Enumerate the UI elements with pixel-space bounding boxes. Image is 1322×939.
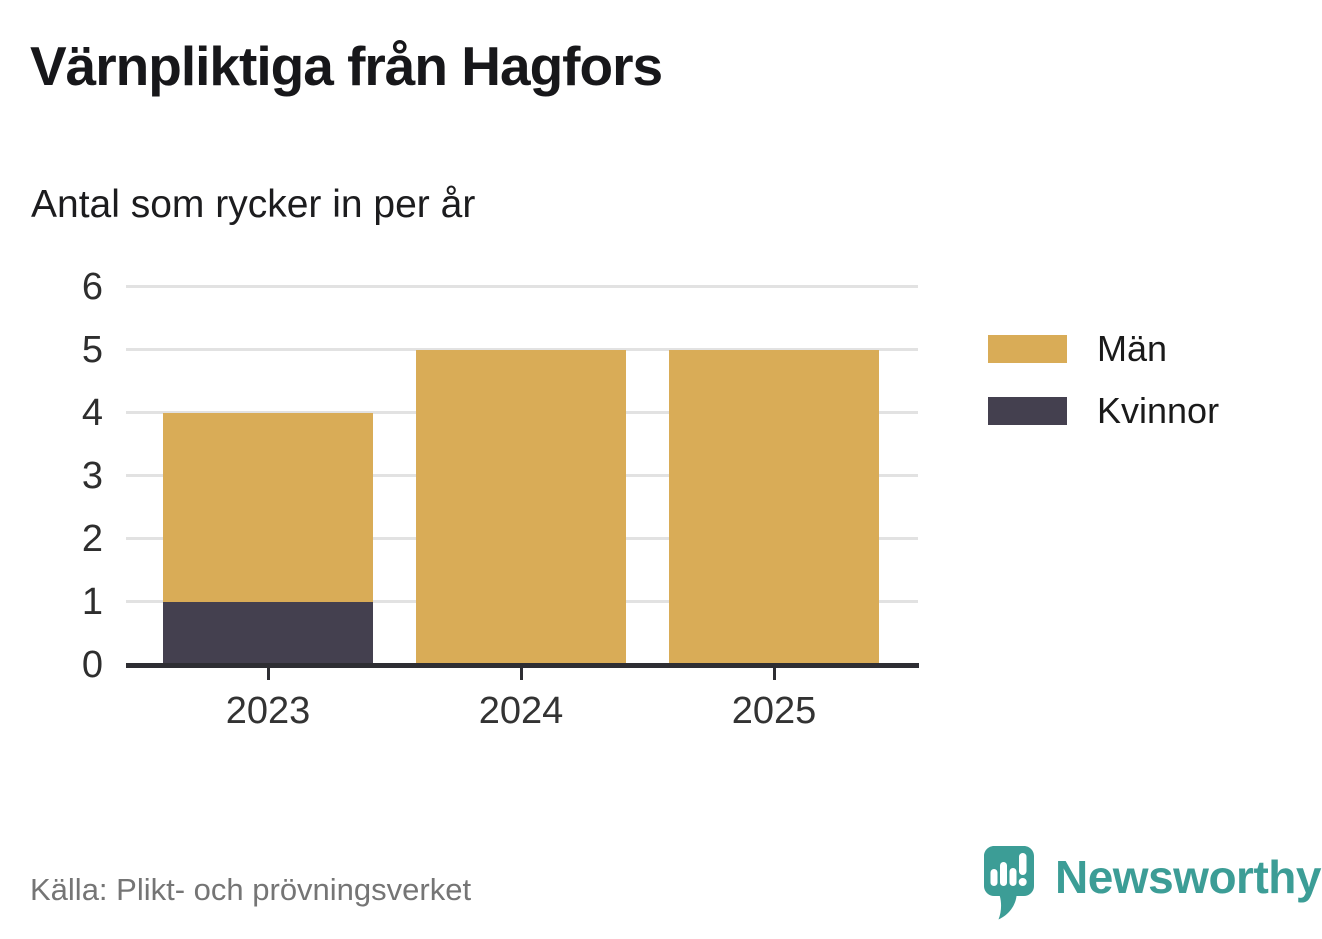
y-tick-label: 1 <box>81 581 103 623</box>
bar-segment-2025-män <box>669 350 879 665</box>
gridline <box>126 348 918 351</box>
bar-segment-2023-män <box>163 413 373 602</box>
newsworthy-logo: Newsworthy <box>983 845 1321 923</box>
newsworthy-wordmark: Newsworthy <box>1055 851 1321 903</box>
x-tick-label: 2024 <box>478 690 564 732</box>
legend-swatch <box>988 397 1067 425</box>
x-tick <box>520 668 523 680</box>
x-tick-label: 2023 <box>225 690 311 732</box>
legend-label: Män <box>1097 328 1168 369</box>
legend-item-män: Män <box>988 331 1219 367</box>
chart-legend: Män Kvinnor <box>988 331 1219 429</box>
x-axis-line <box>126 663 919 668</box>
y-tick-label: 3 <box>81 455 103 497</box>
y-tick-label: 6 <box>81 266 103 308</box>
legend-label: Kvinnor <box>1097 390 1220 431</box>
x-tick <box>773 668 776 680</box>
y-tick-label: 5 <box>81 329 103 371</box>
legend-swatch <box>988 335 1067 363</box>
legend-item-kvinnor: Kvinnor <box>988 393 1219 429</box>
x-tick <box>267 668 270 680</box>
chart-title: Värnpliktiga från Hagfors <box>30 35 663 97</box>
gridline <box>126 285 918 288</box>
bar-segment-2024-män <box>416 350 626 665</box>
y-tick-label: 2 <box>81 518 103 560</box>
chart-subtitle: Antal som rycker in per år <box>31 183 476 226</box>
source-note: Källa: Plikt- och prövningsverket <box>30 872 472 907</box>
bar-segment-2023-kvinnor <box>163 602 373 665</box>
y-tick-label: 4 <box>81 392 103 434</box>
x-tick-label: 2025 <box>731 690 817 732</box>
newsworthy-bubble-icon <box>984 846 1034 920</box>
y-tick-label: 0 <box>81 644 103 686</box>
